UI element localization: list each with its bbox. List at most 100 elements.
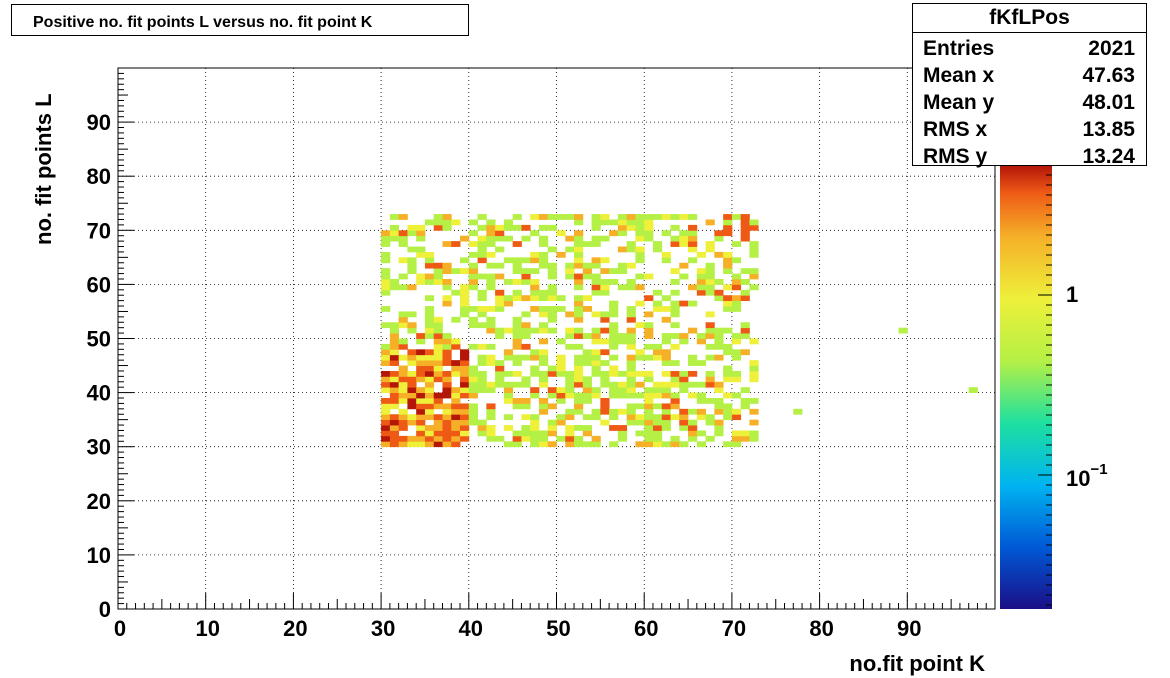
heatmap-cell bbox=[644, 354, 654, 361]
heatmap-cell bbox=[398, 230, 408, 237]
heatmap-cell bbox=[521, 327, 531, 334]
heatmap-cell bbox=[574, 376, 584, 383]
heatmap-cell bbox=[635, 419, 645, 426]
heatmap-cell bbox=[486, 343, 496, 350]
heatmap-cell bbox=[679, 381, 689, 388]
heatmap-cell bbox=[626, 284, 636, 291]
heatmap-cell bbox=[635, 235, 645, 242]
heatmap-cell bbox=[530, 327, 540, 334]
heatmap-cell bbox=[381, 251, 391, 258]
x-tick-label: 50 bbox=[546, 616, 570, 641]
heatmap-cell bbox=[740, 295, 750, 302]
heatmap-cell bbox=[477, 343, 487, 350]
heatmap-cell bbox=[652, 343, 663, 350]
heatmap-cell bbox=[688, 257, 698, 264]
heatmap-cell bbox=[609, 268, 619, 274]
heatmap-cell bbox=[688, 241, 698, 247]
stats-value: 2021 bbox=[1088, 37, 1135, 60]
heatmap-cell bbox=[433, 398, 443, 404]
heatmap-cell bbox=[451, 268, 461, 274]
heatmap-cell bbox=[512, 262, 522, 269]
heatmap-cell bbox=[661, 230, 671, 237]
heatmap-cell bbox=[416, 354, 426, 361]
heatmap-cell bbox=[679, 262, 689, 269]
heatmap-cell bbox=[626, 387, 636, 393]
heatmap-cell bbox=[688, 224, 698, 231]
heatmap-cell bbox=[696, 251, 706, 258]
heatmap-cell bbox=[644, 408, 654, 415]
heatmap-cell bbox=[416, 349, 426, 356]
heatmap-cell bbox=[433, 376, 443, 383]
heatmap-cell bbox=[442, 408, 452, 415]
heatmap-cell bbox=[398, 214, 408, 220]
heatmap-cell bbox=[714, 251, 724, 258]
heatmap-cell bbox=[398, 322, 408, 329]
heatmap-cell bbox=[512, 370, 522, 377]
heatmap-cell bbox=[424, 425, 435, 431]
heatmap-cell bbox=[477, 425, 487, 431]
heatmap-cell bbox=[626, 306, 636, 312]
heatmap-cell bbox=[635, 441, 645, 448]
heatmap-cell bbox=[381, 306, 391, 312]
heatmap-cell bbox=[442, 387, 452, 393]
heatmap-cell bbox=[477, 311, 487, 318]
heatmap-cell bbox=[740, 435, 750, 442]
heatmap-cell bbox=[486, 322, 496, 329]
heatmap-cell bbox=[740, 230, 750, 237]
heatmap-cell bbox=[679, 425, 689, 431]
heatmap-cell bbox=[617, 219, 628, 226]
heatmap-cell bbox=[547, 327, 557, 334]
heatmap-cell bbox=[433, 262, 443, 269]
heatmap-cell bbox=[521, 295, 531, 302]
heatmap-cell bbox=[679, 241, 689, 247]
heatmap-cell bbox=[389, 284, 400, 291]
heatmap-cell bbox=[714, 430, 724, 437]
heatmap-cell bbox=[661, 425, 671, 431]
heatmap-cell bbox=[574, 246, 584, 253]
heatmap-cell bbox=[714, 343, 724, 350]
heatmap-cell bbox=[486, 403, 496, 410]
heatmap-cell bbox=[626, 327, 636, 334]
heatmap-cell bbox=[574, 306, 584, 312]
heatmap-cell bbox=[688, 214, 698, 220]
heatmap-cell bbox=[433, 322, 443, 329]
heatmap-cell bbox=[389, 235, 400, 242]
x-tick-label: 90 bbox=[897, 616, 921, 641]
heatmap-outlier-cell bbox=[793, 408, 803, 415]
heatmap-cell bbox=[538, 376, 549, 383]
heatmap-cell bbox=[609, 311, 619, 318]
heatmap-cell bbox=[495, 360, 505, 366]
heatmap-cell bbox=[398, 354, 408, 361]
heatmap-cell bbox=[442, 278, 452, 285]
heatmap-cell bbox=[565, 381, 575, 388]
heatmap-cell bbox=[547, 273, 557, 280]
heatmap-cell bbox=[617, 387, 628, 393]
heatmap-cell bbox=[512, 343, 522, 350]
heatmap-cell bbox=[714, 289, 724, 296]
heatmap-cell bbox=[477, 376, 487, 383]
heatmap-cell bbox=[635, 414, 645, 421]
heatmap-cell bbox=[574, 300, 584, 307]
heatmap-cell bbox=[731, 441, 742, 448]
heatmap-cell bbox=[398, 408, 408, 415]
stats-label: Entries bbox=[923, 37, 995, 60]
heatmap-cell bbox=[574, 425, 584, 431]
heatmap-cell bbox=[433, 349, 443, 356]
heatmap-cell bbox=[714, 387, 724, 393]
heatmap-cell bbox=[617, 214, 628, 220]
heatmap-cell bbox=[574, 435, 584, 442]
heatmap-cell bbox=[556, 365, 566, 372]
heatmap-cell bbox=[749, 419, 759, 426]
heatmap-cell bbox=[442, 349, 452, 356]
heatmap-cell bbox=[749, 241, 759, 247]
heatmap-cell bbox=[556, 251, 566, 258]
heatmap-cell bbox=[442, 284, 452, 291]
heatmap-cell bbox=[547, 430, 557, 437]
heatmap-cell bbox=[723, 327, 733, 334]
heatmap-cell bbox=[670, 333, 680, 339]
heatmap-cell bbox=[389, 430, 400, 437]
x-tick-label: 30 bbox=[371, 616, 395, 641]
heatmap-cell bbox=[389, 392, 400, 399]
heatmap-cell bbox=[723, 349, 733, 356]
heatmap-cell bbox=[591, 311, 601, 318]
